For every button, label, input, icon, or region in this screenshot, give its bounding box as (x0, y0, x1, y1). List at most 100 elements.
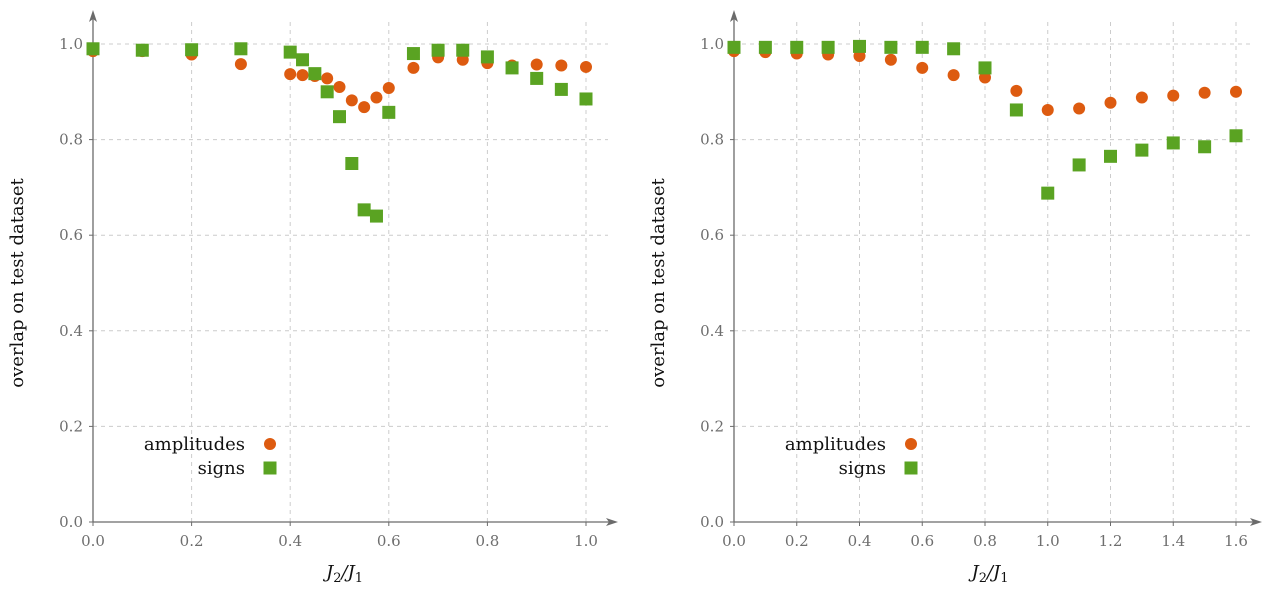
amplitudes-point (555, 59, 568, 72)
amplitudes-point (1167, 89, 1180, 102)
signs-point (345, 157, 359, 170)
signs-point (86, 42, 100, 56)
amplitudes-point (1041, 103, 1054, 116)
signs-point (978, 61, 992, 75)
legend-marker-amplitudes (905, 438, 917, 450)
amplitudes-point (884, 53, 897, 66)
amplitudes-point (284, 68, 297, 81)
amplitudes-point (853, 49, 866, 62)
x-tick-label: 1.2 (1099, 532, 1123, 550)
x-axis-label-sep: /J (985, 562, 1002, 583)
x-tick-label: 0.6 (377, 532, 401, 550)
amplitudes-point (1135, 91, 1148, 104)
legend-marker-signs (263, 461, 277, 475)
x-axis-label-base: J (967, 562, 980, 583)
amplitudes-point (345, 94, 358, 107)
signs-point (821, 40, 835, 54)
amplitudes-point (321, 72, 334, 85)
legend-label-amplitudes: amplitudes (785, 434, 886, 455)
x-tick-label: 0.4 (848, 532, 872, 550)
amplitudes-point (407, 61, 420, 74)
signs-point (758, 40, 772, 54)
x-tick-label: 0.6 (910, 532, 934, 550)
x-tick-label: 0.4 (278, 532, 302, 550)
signs-point (505, 61, 519, 75)
signs-point (135, 43, 149, 57)
x-axis-label-sub2: 1 (1000, 571, 1008, 584)
signs-point (1009, 103, 1023, 117)
signs-point (884, 40, 898, 54)
signs-point (296, 53, 310, 67)
x-tick-label: 1.0 (574, 532, 598, 550)
x-tick-label: 0.2 (785, 532, 809, 550)
signs-point (1229, 129, 1243, 143)
y-tick-label: 0.4 (59, 322, 83, 340)
signs-point (530, 71, 544, 85)
signs-point (1104, 149, 1117, 163)
signs-point (480, 50, 494, 64)
signs-point (554, 82, 568, 96)
amplitudes-point (333, 81, 346, 94)
signs-point (727, 40, 741, 54)
amplitudes-point (1230, 85, 1242, 98)
y-tick-label: 0.6 (59, 226, 83, 244)
signs-point (357, 203, 371, 217)
legend-marker-signs (904, 461, 918, 475)
amplitudes-point (1073, 102, 1086, 115)
y-axis-label: overlap on test dataset (7, 177, 28, 387)
amplitudes-point (580, 60, 592, 73)
x-axis-label-sep: /J (339, 562, 356, 583)
y-tick-label: 0.4 (700, 322, 724, 340)
x-tick-label: 1.6 (1224, 532, 1248, 550)
y-tick-label: 1.0 (59, 35, 83, 53)
signs-point (1166, 136, 1180, 150)
signs-point (456, 43, 470, 57)
amplitudes-point (358, 101, 371, 114)
signs-point (947, 42, 961, 56)
signs-point (320, 85, 334, 99)
amplitudes-point (979, 71, 991, 84)
amplitudes-point (1104, 96, 1117, 109)
x-axis-label: J2/J1 (322, 562, 363, 584)
x-tick-label: 0.0 (81, 532, 105, 550)
x-tick-label: 0.8 (475, 532, 499, 550)
amplitudes-point (382, 81, 395, 94)
x-tick-label: 1.4 (1161, 532, 1185, 550)
signs-point (234, 42, 248, 56)
signs-point (283, 45, 297, 59)
y-tick-label: 0.0 (59, 513, 83, 531)
amplitudes-point (370, 91, 383, 104)
signs-point (333, 110, 346, 124)
x-axis-label-sub1: 2 (333, 571, 341, 584)
x-axis-label-base: J (322, 562, 335, 583)
chart-panel-2: 0.0 0.2 0.4 0.6 0.8 1.0 1.2 1.4 1.6 0.0 0.2 0.4 0.6 0… (648, 10, 1262, 586)
signs-point (406, 47, 420, 61)
y-axis-arrow-icon (730, 10, 738, 22)
y-tick-label: 0.2 (59, 417, 83, 435)
signs-point (790, 40, 804, 54)
x-axis-arrow-icon (606, 518, 618, 526)
y-tick-label: 0.8 (700, 131, 724, 149)
legend-marker-amplitudes (264, 438, 276, 450)
chart-panel-1: 0.0 0.2 0.4 0.6 0.8 1.0 0.0 0.2 0.4 0.6 0.8 1.0 J2/J… (7, 10, 618, 586)
signs-point (1198, 140, 1212, 154)
x-tick-label: 1.0 (1036, 532, 1060, 550)
signs-point (382, 105, 396, 119)
amplitudes-point (296, 69, 309, 82)
x-axis-label: J2/J1 (967, 562, 1008, 584)
amplitudes-point (916, 61, 929, 74)
signs-point (308, 67, 322, 81)
signs-point (915, 40, 929, 54)
amplitudes-point (1010, 84, 1023, 97)
amplitudes-point (947, 69, 960, 82)
legend-label-signs: signs (839, 458, 886, 479)
legend-label-amplitudes: amplitudes (144, 434, 245, 455)
y-tick-label: 0.2 (700, 417, 724, 435)
amplitudes-point (456, 53, 469, 66)
x-axis-label-sub1: 2 (979, 571, 987, 584)
signs-point (579, 92, 593, 106)
y-axis-label: overlap on test dataset (648, 177, 669, 387)
amplitudes-point (234, 58, 247, 71)
y-axis-arrow-icon (89, 10, 97, 22)
